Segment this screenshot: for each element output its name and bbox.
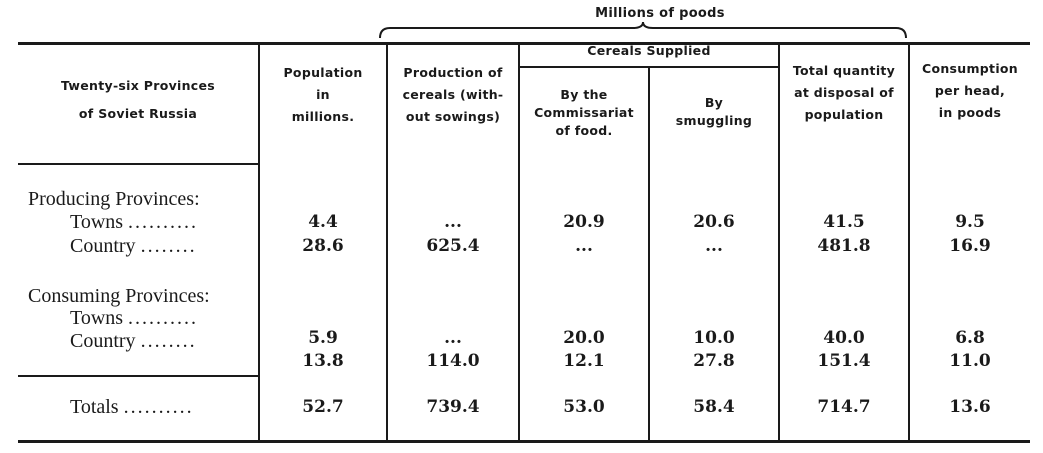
cell-totals-commissariat: 53.0 — [563, 397, 605, 417]
cell-cons-country-total: 151.4 — [817, 351, 871, 371]
population-header-line: Population — [283, 65, 363, 80]
consumption-header-line: in poods — [938, 105, 1002, 120]
production-header-line: Production of — [403, 65, 503, 80]
towns-label: Towns — [70, 307, 124, 329]
stub-totals-rule — [18, 375, 258, 377]
cell-cons-towns-total: 40.0 — [823, 328, 865, 348]
dot-leader: .......... — [123, 396, 194, 418]
stub-header-line: of Soviet Russia — [78, 106, 198, 121]
towns-label: Towns — [70, 211, 124, 233]
cell-totals-smuggling: 58.4 — [693, 397, 735, 417]
cell-cons-towns-commissariat: 20.0 — [563, 328, 605, 348]
commissariat-header-line: of food. — [555, 123, 613, 138]
cell-totals-consumption: 13.6 — [949, 397, 991, 417]
consumption-header-line: per head, — [934, 83, 1006, 98]
cell-prod-country-commissariat: ... — [575, 236, 593, 256]
cell-prod-towns-population: 4.4 — [308, 212, 338, 232]
dot-leader: .......... — [128, 307, 199, 329]
cell-prod-country-population: 28.6 — [302, 236, 344, 256]
stub-header-rule — [18, 163, 258, 165]
consumption-header: Consumption per head, in poods — [910, 58, 1030, 124]
country-label: Country — [70, 235, 136, 257]
cell-totals-production: 739.4 — [426, 397, 480, 417]
cell-cons-country-population: 13.8 — [302, 351, 344, 371]
cell-cons-towns-smuggling: 10.0 — [693, 328, 735, 348]
total-header: Total quantity at disposal of population — [780, 60, 908, 126]
production-header-line: out sowings) — [405, 109, 501, 124]
population-header-line: in — [316, 87, 330, 102]
population-header: Population in millions. — [260, 62, 386, 128]
spanner-heading: Millions of poods — [595, 6, 725, 21]
consuming-provinces-label: Consuming Provinces: — [28, 285, 210, 307]
cereals-supplied-header: Cereals Supplied — [587, 43, 711, 58]
dot-leader: .......... — [128, 211, 199, 233]
cell-cons-towns-consumption: 6.8 — [955, 328, 985, 348]
smuggling-header: By smuggling — [650, 94, 778, 130]
cell-prod-country-smuggling: ... — [705, 236, 723, 256]
commissariat-header: By the Commissariat of food. — [520, 86, 648, 140]
column-rule-5 — [778, 45, 780, 440]
cell-totals-population: 52.7 — [302, 397, 344, 417]
commissariat-header-line: By the — [560, 87, 608, 102]
total-header-line: population — [804, 107, 884, 122]
cell-prod-towns-smuggling: 20.6 — [693, 212, 735, 232]
cell-prod-towns-consumption: 9.5 — [955, 212, 985, 232]
stub-header-line: Twenty-six Provinces — [60, 78, 216, 93]
column-rule-2 — [386, 45, 388, 440]
cell-prod-country-production: 625.4 — [426, 236, 480, 256]
consuming-country-label: Country ........ — [70, 330, 197, 353]
cell-cons-country-smuggling: 27.8 — [693, 351, 735, 371]
bottom-rule — [18, 440, 1030, 443]
cereals-supplied-rule — [520, 66, 778, 68]
producing-provinces-label: Producing Provinces: — [28, 188, 200, 210]
consumption-header-line: Consumption — [921, 61, 1019, 76]
spanner-brace — [379, 22, 907, 39]
column-rule-6 — [908, 45, 910, 440]
cell-totals-total: 714.7 — [817, 397, 871, 417]
smuggling-header-line: By — [704, 95, 724, 110]
cell-prod-towns-commissariat: 20.9 — [563, 212, 605, 232]
country-label: Country — [70, 330, 136, 352]
cell-cons-country-commissariat: 12.1 — [563, 351, 605, 371]
consuming-towns-label: Towns .......... — [70, 307, 198, 330]
population-header-line: millions. — [291, 109, 355, 124]
total-header-line: at disposal of — [794, 85, 894, 100]
cell-prod-towns-total: 41.5 — [823, 212, 865, 232]
cell-cons-towns-production: ... — [444, 328, 462, 348]
cell-prod-towns-production: ... — [444, 212, 462, 232]
producing-towns-label: Towns .......... — [70, 211, 198, 234]
stub-header: Twenty-six Provinces of Soviet Russia — [18, 72, 258, 128]
top-rule — [18, 42, 1030, 45]
cell-prod-country-total: 481.8 — [817, 236, 871, 256]
column-rule-1 — [258, 45, 260, 440]
totals-label: Totals .......... — [70, 396, 194, 419]
column-rule-4 — [648, 68, 650, 440]
dot-leader: ........ — [140, 235, 197, 257]
production-header: Production of cereals (with- out sowings… — [388, 62, 518, 128]
smuggling-header-line: smuggling — [675, 113, 753, 128]
producing-country-label: Country ........ — [70, 235, 197, 258]
cell-cons-country-consumption: 11.0 — [949, 351, 991, 371]
cell-cons-country-production: 114.0 — [426, 351, 480, 371]
cell-prod-country-consumption: 16.9 — [949, 236, 991, 256]
production-header-line: cereals (with- — [402, 87, 504, 102]
total-header-line: Total quantity — [792, 63, 896, 78]
cell-cons-towns-population: 5.9 — [308, 328, 338, 348]
column-rule-3 — [518, 45, 520, 440]
dot-leader: ........ — [140, 330, 197, 352]
commissariat-header-line: Commissariat — [534, 105, 634, 120]
totals-text: Totals — [70, 396, 119, 418]
